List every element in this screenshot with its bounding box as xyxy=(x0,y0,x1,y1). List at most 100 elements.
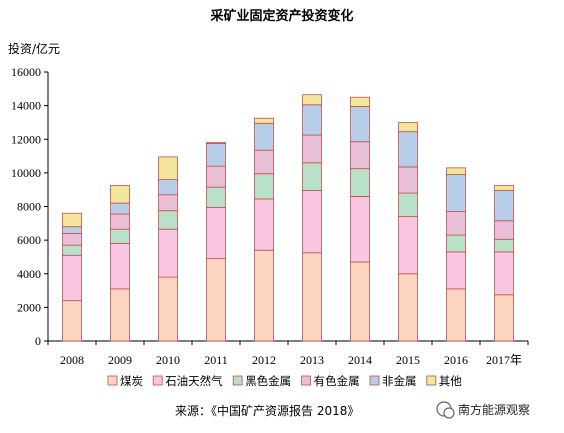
x-tick-label: 2011 xyxy=(204,353,228,367)
bar-segment xyxy=(206,143,226,167)
watermark-text: 南方能源观察 xyxy=(458,402,530,417)
bar-segment xyxy=(110,213,130,230)
bar-segment xyxy=(62,300,82,342)
bar-segment xyxy=(446,211,466,236)
bar-segment xyxy=(446,174,466,212)
bar-segment xyxy=(398,192,418,217)
legend-label: 有色金属 xyxy=(314,374,360,388)
watermark: 南方能源观察 xyxy=(436,401,530,419)
bar-segment xyxy=(110,202,130,215)
legend-label: 非金属 xyxy=(382,374,417,388)
x-tick-label: 2009 xyxy=(108,353,132,367)
bar-segment xyxy=(206,142,226,144)
legend-label: 其他 xyxy=(439,374,462,388)
y-tick-label: 14000 xyxy=(11,99,41,113)
bar-segment xyxy=(110,185,130,204)
bar-segment xyxy=(302,252,322,342)
legend-swatch xyxy=(301,375,312,386)
y-tick-label: 12000 xyxy=(11,132,41,146)
y-tick-label: 10000 xyxy=(11,166,41,180)
bar-segment xyxy=(254,117,274,124)
bar-segment xyxy=(398,131,418,168)
bar-segment xyxy=(350,261,370,342)
bar-segment xyxy=(206,206,226,260)
bar-segment xyxy=(398,166,418,194)
bar-segment xyxy=(302,162,322,191)
bar-segment xyxy=(254,198,274,251)
bar-segment xyxy=(254,149,274,175)
legend-label: 煤炭 xyxy=(120,374,143,388)
y-tick-label: 0 xyxy=(35,334,41,348)
legend-swatch xyxy=(426,375,437,386)
x-tick-label: 2013 xyxy=(300,353,324,367)
legend: 煤炭 石油天然气 黑色金属 有色金属 非金属 其他 xyxy=(107,374,462,388)
bar-segment xyxy=(494,190,514,222)
legend-label: 石油天然气 xyxy=(165,374,223,388)
bar-segment xyxy=(398,273,418,342)
bar-segment xyxy=(62,212,82,228)
bar-segment xyxy=(302,94,322,106)
source-note: 来源：《中国矿产资源报告 2018》 xyxy=(175,403,359,418)
x-tick-label: 2016 xyxy=(444,353,468,367)
x-tick-label: 2012 xyxy=(252,353,276,367)
y-tick-label: 4000 xyxy=(17,267,41,281)
bar-segment xyxy=(446,288,466,342)
bar-segment xyxy=(302,190,322,254)
bar-segment xyxy=(302,104,322,136)
legend-swatch xyxy=(232,375,243,386)
bar-segment xyxy=(206,165,226,188)
bar-segment xyxy=(158,194,178,212)
bar-segment xyxy=(494,238,514,253)
plot-area: 0 2000 4000 6000 8000 10000 12000 14000 16000 200… xyxy=(11,65,529,367)
bar-segment xyxy=(206,258,226,342)
x-tick-label: 2015 xyxy=(396,353,420,367)
bar-segment xyxy=(62,244,82,256)
bar-segment xyxy=(494,220,514,240)
bar-segment xyxy=(254,122,274,151)
bar-segment xyxy=(350,196,370,263)
bar-segment xyxy=(254,173,274,200)
bar-segment xyxy=(62,232,82,246)
bar-segment xyxy=(158,179,178,196)
bar-segment xyxy=(446,251,466,290)
y-tick-label: 6000 xyxy=(17,233,41,247)
chart-title: 采矿业固定资产投资变化 xyxy=(209,8,353,24)
legend-swatch xyxy=(152,375,163,386)
bar-segment xyxy=(398,122,418,133)
bar-segment xyxy=(350,168,370,197)
bar-segment xyxy=(446,167,466,175)
y-tick-label: 8000 xyxy=(17,200,41,214)
bar-segment xyxy=(494,185,514,191)
bar-segment xyxy=(62,226,82,234)
y-tick-label: 2000 xyxy=(17,300,41,314)
bar-segment xyxy=(350,106,370,143)
bar-segment xyxy=(494,251,514,296)
bar-segment xyxy=(62,254,82,302)
bar-segment xyxy=(206,186,226,208)
x-tick-label: 2008 xyxy=(60,353,84,367)
bar-segment xyxy=(158,210,178,230)
bar-segment xyxy=(158,276,178,342)
bar-segment xyxy=(302,134,322,164)
bar-segment xyxy=(350,96,370,107)
bar-segment xyxy=(350,141,370,170)
bar-segment xyxy=(446,234,466,253)
bar-segment xyxy=(110,243,130,290)
legend-label: 黑色金属 xyxy=(245,374,291,388)
x-tick-label: 2017年 xyxy=(486,353,522,367)
x-tick-label: 2014 xyxy=(348,353,372,367)
x-tick-label: 2010 xyxy=(156,353,180,367)
bar-segment xyxy=(398,216,418,275)
bar-segment xyxy=(110,228,130,244)
wechat-icon-bubble xyxy=(443,407,455,419)
legend-swatch xyxy=(369,375,380,386)
bar-segment xyxy=(254,249,274,342)
bar-segment xyxy=(110,288,130,342)
bar-segment xyxy=(158,228,178,278)
y-axis-unit-label: 投资/亿元 xyxy=(8,41,60,56)
y-tick-label: 16000 xyxy=(11,65,41,79)
bar-segment xyxy=(494,294,514,342)
legend-swatch xyxy=(107,375,118,386)
bar-segment xyxy=(158,156,178,180)
